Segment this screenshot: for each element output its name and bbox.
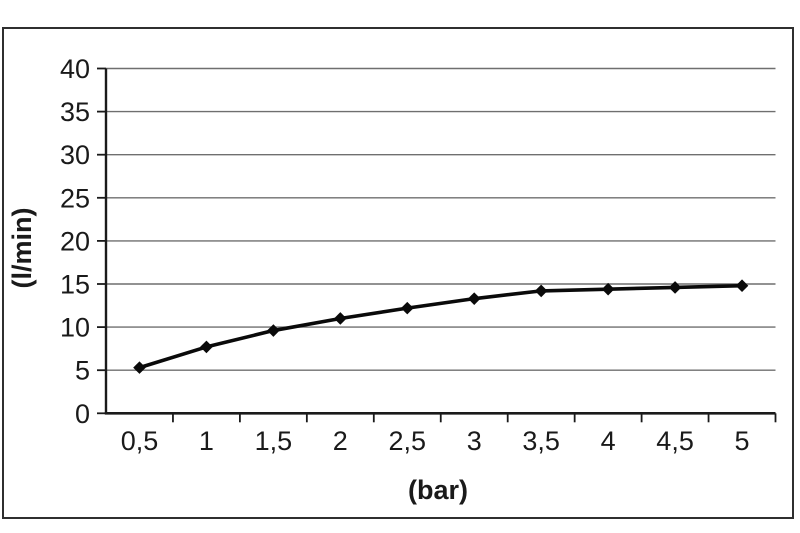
x-tick-labels: 0,5 1 1,5 2 2,5 3 3,5 4 4,5 5 — [121, 426, 750, 456]
data-series — [133, 279, 749, 374]
data-point-marker-6 — [467, 292, 481, 305]
x-tick-label-10: 5 — [735, 426, 750, 456]
data-point-marker-2 — [200, 340, 213, 354]
data-point-marker-7 — [534, 284, 548, 298]
data-point-marker-8 — [601, 282, 615, 296]
y-tick-label-25: 25 — [60, 183, 90, 213]
data-point-marker-4 — [334, 312, 347, 325]
data-point-marker-3 — [267, 324, 280, 337]
y-tick-label-40: 40 — [60, 54, 90, 84]
y-tick-label-20: 20 — [60, 226, 90, 256]
gridlines — [106, 67, 776, 371]
y-tick-label-15: 15 — [60, 270, 90, 300]
y-tick-labels: 0 5 10 15 20 25 30 35 40 — [60, 54, 90, 429]
y-tick-label-35: 35 — [60, 97, 90, 127]
data-point-marker-9 — [668, 281, 682, 294]
tick-marks — [97, 67, 777, 423]
x-tick-label-6: 3 — [467, 426, 482, 456]
data-point-marker-1 — [133, 361, 146, 374]
series-line — [137, 283, 744, 370]
x-tick-label-7: 3,5 — [522, 426, 560, 456]
data-point-marker-10 — [735, 279, 749, 293]
chart-frame-border — [2, 27, 794, 519]
y-axis-title: (l/min) — [7, 208, 37, 289]
x-tick-label-8: 4 — [601, 426, 616, 456]
x-tick-label-2: 1 — [199, 426, 214, 456]
y-tick-label-5: 5 — [75, 356, 90, 386]
y-tick-label-0: 0 — [75, 399, 90, 429]
x-tick-label-4: 2 — [333, 426, 348, 456]
x-tick-label-9: 4,5 — [656, 426, 694, 456]
x-tick-label-3: 1,5 — [255, 426, 293, 456]
y-tick-label-30: 30 — [60, 140, 90, 170]
x-axis-title: (bar) — [408, 475, 468, 505]
data-point-marker-5 — [400, 301, 414, 315]
y-tick-label-10: 10 — [60, 313, 90, 343]
x-tick-label-1: 0,5 — [121, 426, 159, 456]
x-tick-label-5: 2,5 — [389, 426, 427, 456]
